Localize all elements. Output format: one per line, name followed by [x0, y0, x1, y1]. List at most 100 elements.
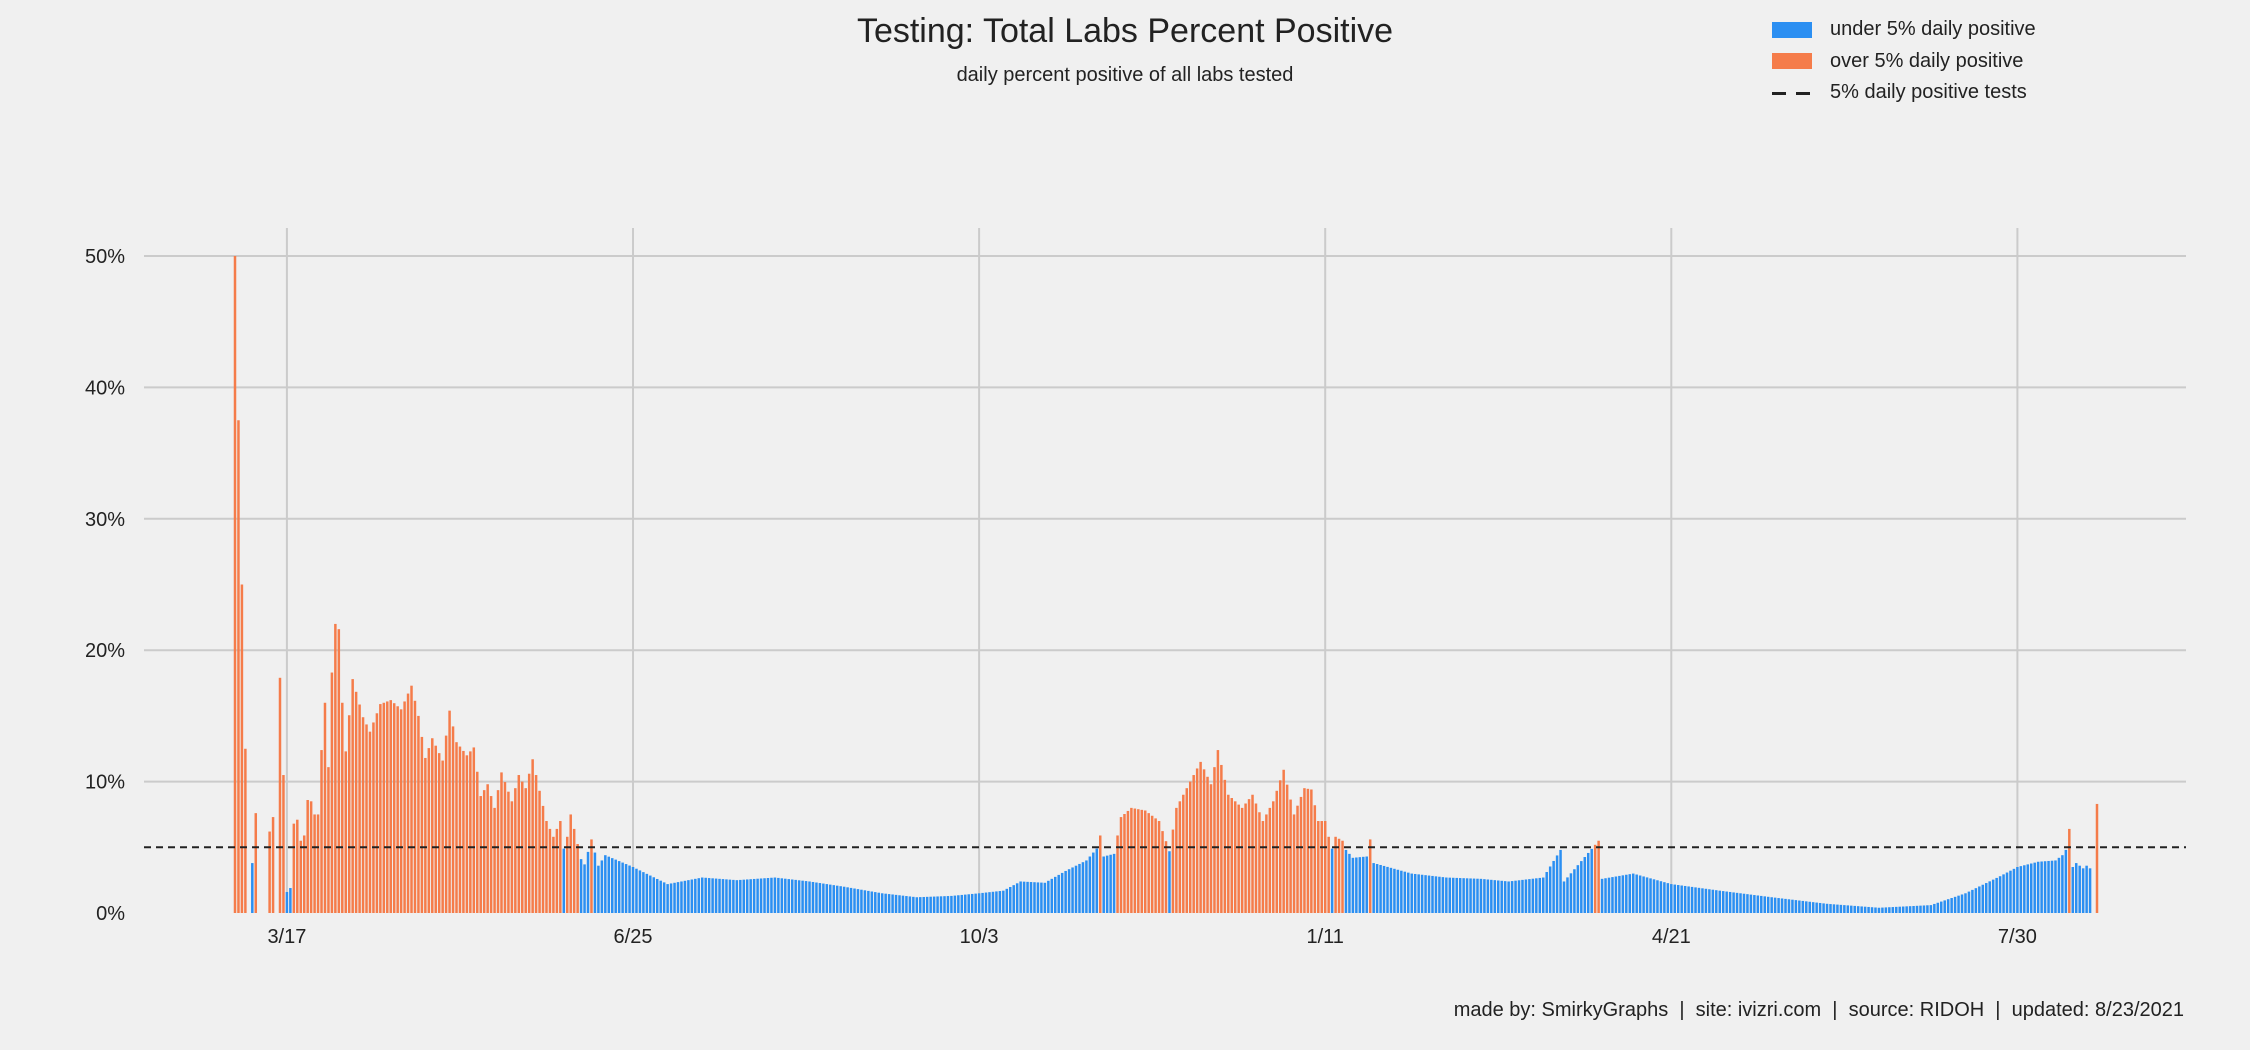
bar [759, 878, 763, 913]
bar [1735, 892, 1739, 913]
bar [1715, 890, 1718, 913]
bar [2054, 860, 2057, 913]
bar [347, 715, 351, 913]
bar [1150, 815, 1154, 913]
bar [566, 836, 569, 913]
bar [1978, 886, 1981, 913]
bar [299, 840, 303, 913]
bar [1832, 904, 1836, 913]
bar [1126, 810, 1130, 913]
bar [1888, 907, 1891, 913]
bar [874, 892, 877, 913]
bar [559, 821, 562, 913]
bar [493, 807, 496, 913]
bar [1815, 902, 1818, 913]
bar [306, 799, 309, 913]
bar [752, 878, 756, 913]
bar [946, 896, 950, 913]
bar [392, 703, 396, 913]
bar [1268, 807, 1272, 913]
bar [1638, 875, 1642, 913]
bar [1514, 880, 1517, 913]
bar [514, 788, 517, 913]
bar [1953, 896, 1957, 913]
bar [316, 814, 320, 913]
bar [354, 691, 358, 913]
bar [1957, 895, 1960, 913]
bar [1981, 884, 1985, 913]
bar [389, 700, 392, 913]
bar [1130, 807, 1133, 913]
bar [420, 736, 424, 913]
bar [797, 880, 801, 913]
legend-label-over: over 5% daily positive [1830, 49, 2024, 72]
bar [867, 890, 870, 913]
bar [1901, 906, 1905, 913]
bar [2050, 860, 2054, 913]
bar [1486, 879, 1490, 913]
bar [1320, 821, 1323, 913]
bar [1483, 879, 1486, 913]
y-tick-label: 50% [85, 246, 125, 268]
bar [1510, 881, 1514, 913]
bar [766, 877, 770, 913]
bar [327, 767, 330, 913]
y-tick-label: 30% [85, 509, 125, 531]
bar [707, 878, 711, 913]
bar [1427, 875, 1431, 913]
bar [735, 880, 739, 913]
bar [1081, 862, 1085, 913]
x-tick-label: 7/30 [1998, 926, 2037, 948]
bar [2047, 860, 2050, 913]
bar [1424, 875, 1427, 913]
bar [1258, 812, 1261, 913]
bar [1469, 878, 1472, 913]
bar [1500, 880, 1503, 913]
bar [1507, 881, 1510, 913]
legend-label-threshold: 5% daily positive tests [1830, 81, 2027, 104]
y-tick-label: 0% [96, 903, 125, 925]
bar [1635, 874, 1638, 913]
bar [437, 753, 441, 913]
bar [285, 891, 289, 913]
bar [1071, 867, 1074, 913]
bar [233, 256, 237, 913]
bar [932, 896, 936, 913]
bar [1666, 883, 1670, 913]
bar [1109, 854, 1112, 913]
bar [1863, 906, 1867, 913]
bar [1555, 855, 1559, 913]
bar [673, 882, 676, 913]
bar [268, 831, 271, 913]
bar [908, 896, 912, 913]
bar [1282, 769, 1285, 913]
bar [562, 848, 566, 913]
bar [815, 882, 818, 913]
bar [1787, 899, 1791, 913]
bar [1822, 903, 1825, 913]
bar [1860, 906, 1863, 913]
bar [1348, 853, 1351, 913]
bar [1683, 885, 1687, 913]
bar [1296, 805, 1299, 913]
bar [1566, 877, 1569, 913]
bar [811, 881, 815, 913]
bar [1102, 856, 1105, 913]
bar [417, 715, 420, 913]
bar [1441, 877, 1445, 913]
bar [1493, 880, 1497, 913]
bar [777, 877, 780, 913]
bar [1960, 894, 1964, 913]
bar [1760, 895, 1763, 913]
bar [1358, 857, 1362, 913]
bar [1829, 904, 1832, 913]
bar [251, 863, 254, 913]
legend-swatch-threshold [1772, 85, 1812, 101]
bar [1531, 878, 1535, 913]
bar [655, 878, 659, 913]
bar [1098, 835, 1102, 913]
bar [1853, 905, 1856, 913]
bar [1237, 804, 1240, 913]
bar [479, 796, 482, 913]
bar [1908, 906, 1912, 913]
